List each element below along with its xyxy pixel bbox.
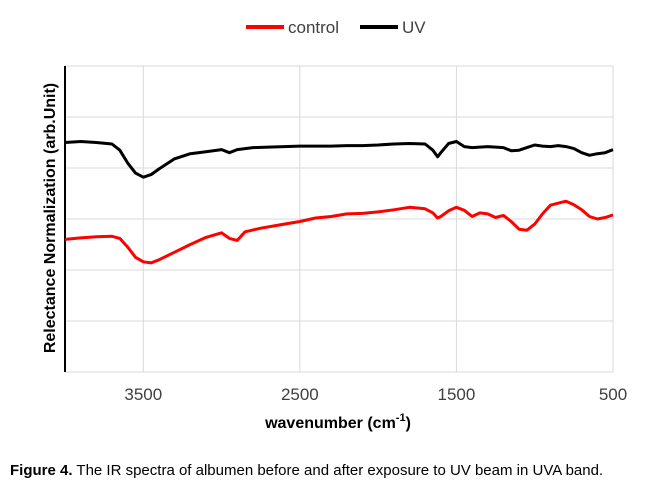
x-axis-title: wavenumber (cm-1) <box>264 412 411 432</box>
x-tick-label: 1500 <box>438 385 476 404</box>
figure-caption: Figure 4. The IR spectra of albumen befo… <box>10 462 603 479</box>
figure-label: Figure 4. <box>10 462 73 479</box>
series-lines <box>64 140 614 265</box>
series-line-uv <box>64 140 614 179</box>
legend: control UV <box>246 18 426 37</box>
y-axis-title: Relectance Normalization (arb.Unit) <box>42 83 59 353</box>
x-tick-label: 3500 <box>124 385 162 404</box>
legend-label-uv: UV <box>402 18 426 37</box>
ir-spectra-chart: 3500 2500 1500 500 control UV Relectance No… <box>42 18 627 432</box>
series-line-control <box>64 199 614 265</box>
x-tick-label: 500 <box>599 385 627 404</box>
x-tick-label: 2500 <box>281 385 319 404</box>
grid-lines <box>64 65 614 373</box>
x-tick-labels: 3500 2500 1500 500 <box>124 385 627 404</box>
legend-label-control: control <box>288 18 339 37</box>
figure-caption-text: The IR spectra of albumen before and aft… <box>72 462 604 479</box>
